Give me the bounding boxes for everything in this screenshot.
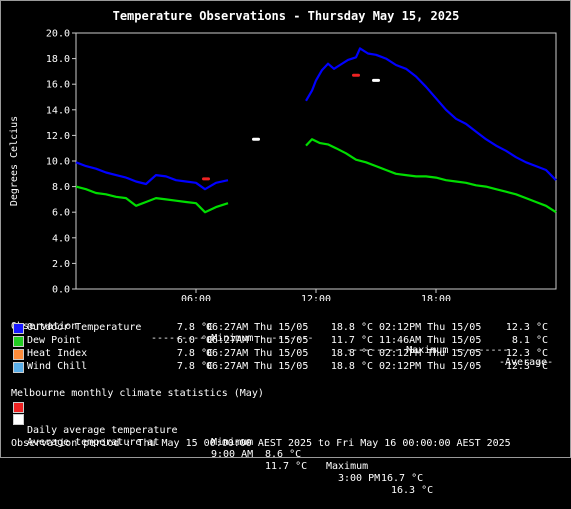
series-line-dew-point-1 <box>305 138 557 214</box>
marker-daily-average-temperature-minimum <box>202 177 210 181</box>
legend-label: Wind Chill <box>27 361 88 372</box>
y-tick-label: 14.0 <box>46 105 70 116</box>
legend-max-time: 02:12PM Thu 15/05 <box>379 348 482 359</box>
climate-time-2: 3:00 PM <box>338 473 381 484</box>
legend-row: Dew Point 6.0 °C 06:27AM Thu 15/05 11.7 °C 1… <box>11 335 556 347</box>
y-tick-label: 20.0 <box>46 29 70 40</box>
y-axis-label: Degrees Celcius <box>9 116 20 206</box>
legend-max-time: 02:12PM Thu 15/05 <box>379 361 482 372</box>
climate-daily-average-label: Daily average temperature <box>27 425 178 436</box>
legend-min-value: 6.0 °C <box>176 335 213 346</box>
legend-max-value: 18.8 °C <box>330 348 373 359</box>
y-tick-label: 18.0 <box>46 54 70 65</box>
legend-row: Outdoor Temperature 7.8 °C 06:27AM Thu 15/… <box>11 322 556 334</box>
climate-daily-average-row: Daily average temperature Minimum 8.6 °C… <box>11 401 551 484</box>
legend-avg-value: 12.3 °C <box>505 361 548 372</box>
y-tick-label: 2.0 <box>52 259 70 270</box>
legend-swatch <box>13 336 24 347</box>
marker-average-temperature-at-9-00-am <box>252 137 260 141</box>
legend-row: Wind Chill 7.8 °C 06:27AM Thu 15/05 18.8 °C… <box>11 361 556 373</box>
legend-max-value: 18.8 °C <box>330 361 373 372</box>
legend-max-value: 11.7 °C <box>330 335 373 346</box>
y-tick-label: 12.0 <box>46 131 70 142</box>
climate-time-1: 9:00 AM <box>211 449 254 460</box>
series-line-outdoor-temperature-1 <box>305 47 557 181</box>
y-tick-label: 4.0 <box>52 233 70 244</box>
weather-report-panel: Temperature Observations - Thursday May … <box>0 0 571 496</box>
legend-header: Observation --------- Minimum --------- … <box>11 309 553 368</box>
climate-value-1: 11.7 °C <box>265 461 308 472</box>
legend-max-time: 11:46AM Thu 15/05 <box>379 335 482 346</box>
climate-min-value: 8.6 °C <box>265 449 302 460</box>
chart-title: Temperature Observations - Thursday May … <box>113 9 460 23</box>
temperature-chart: Temperature Observations - Thursday May … <box>9 9 557 301</box>
legend-min-time: 06:27AM Thu 15/05 <box>206 348 309 359</box>
legend-avg-value: 8.1 °C <box>511 335 548 346</box>
climate-min-label: Minimum <box>211 437 254 448</box>
legend-max-time: 02:12PM Thu 15/05 <box>379 322 482 333</box>
legend-label: Dew Point <box>27 335 82 346</box>
climate-heading: Melbourne monthly climate statistics (Ma… <box>11 388 264 399</box>
climate-avg-at-swatch <box>13 414 24 425</box>
legend-min-time: 06:27AM Thu 15/05 <box>206 361 309 372</box>
header-average: -Average- <box>499 357 554 368</box>
legend-swatch <box>13 362 24 373</box>
plot-area <box>75 32 557 290</box>
legend-swatch <box>13 349 24 360</box>
legend-min-value: 7.8 °C <box>176 322 213 333</box>
legend-max-value: 18.8 °C <box>330 322 373 333</box>
climate-avg-at-row: Average temperature at 9:00 AM 11.7 °C 3… <box>11 413 551 496</box>
y-tick-label: 10.0 <box>46 157 70 168</box>
climate-max-value: 16.7 °C <box>381 473 424 484</box>
x-tick-label: 12:00 <box>301 294 331 301</box>
header-minimum: --------- Minimum --------- <box>151 333 314 344</box>
legend-label: Heat Index <box>27 348 88 359</box>
y-tick-label: 0.0 <box>52 285 70 296</box>
legend-avg-value: 12.3 °C <box>505 322 548 333</box>
marker-daily-average-temperature-maximum <box>352 73 360 77</box>
x-tick-label: 18:00 <box>421 294 451 301</box>
series-line-dew-point-0 <box>75 185 229 214</box>
y-tick-label: 6.0 <box>52 208 70 219</box>
x-tick-label: 06:00 <box>181 294 211 301</box>
marker-average-temperature-at-3-00-pm <box>372 78 380 82</box>
header-observation: Observation <box>11 321 78 332</box>
climate-value-2: 16.3 °C <box>391 485 434 496</box>
header-maximum: --------- Maximum --------- <box>346 345 509 356</box>
legend-avg-value: 12.3 °C <box>505 348 548 359</box>
y-tick-label: 8.0 <box>52 182 70 193</box>
series-line-outdoor-temperature-0 <box>75 161 229 191</box>
legend-row: Heat Index 7.8 °C 06:27AM Thu 15/05 18.8 °C… <box>11 348 556 360</box>
legend-min-time: 06:27AM Thu 15/05 <box>206 322 309 333</box>
climate-max-label: Maximum <box>326 461 369 472</box>
legend-min-value: 7.8 °C <box>176 348 213 359</box>
legend-swatch <box>13 323 24 334</box>
y-tick-label: 16.0 <box>46 80 70 91</box>
observation-period: Observation period : Thu May 15 00:00:00… <box>11 438 511 449</box>
climate-avg-at-label: Average temperature at <box>27 437 160 448</box>
legend-label: Outdoor Temperature <box>27 322 142 333</box>
legend-min-value: 7.8 °C <box>176 361 213 372</box>
climate-daily-average-swatch <box>13 402 24 413</box>
legend-min-time: 06:27AM Thu 15/05 <box>206 335 309 346</box>
